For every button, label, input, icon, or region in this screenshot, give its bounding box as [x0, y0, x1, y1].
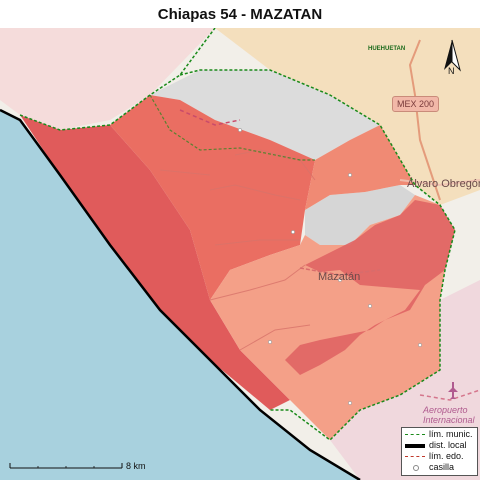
casilla-points: [238, 128, 422, 405]
legend-label: lím. munic.: [429, 429, 473, 439]
north-label: N: [448, 66, 455, 76]
airport-label-line2: Internacional: [423, 415, 475, 425]
place-label-mazatan: Mazatán: [318, 271, 361, 283]
airport-icon: [448, 382, 458, 399]
north-arrow-icon: [444, 39, 461, 72]
internal-borders: [159, 149, 316, 351]
village-label: HUEHUETAN: [368, 46, 406, 52]
white-dot-icon: [413, 465, 419, 471]
district-core: [285, 200, 455, 375]
neighbor-region-tan: [215, 28, 480, 205]
red-dashed-line-icon: [405, 456, 425, 457]
legend-item-munic: lím. munic.: [402, 429, 477, 440]
district-west-inland: [110, 95, 315, 300]
legend-label: casilla: [429, 462, 455, 472]
district-north-central: [305, 125, 415, 210]
legend-item-edo: lím. edo.: [402, 451, 477, 462]
black-thick-line-icon: [405, 444, 425, 448]
scale-bar: [9, 463, 123, 469]
district-coastal-strip: [20, 115, 290, 410]
ocean: [0, 110, 360, 480]
legend-item-dist: dist. local: [402, 440, 477, 451]
municipal-border: [19, 28, 456, 441]
place-label-alvaro: Álvaro Obregón: [407, 178, 480, 190]
map-legend: lím. munic. dist. local lím. edo. casill…: [401, 427, 478, 476]
legend-label: dist. local: [429, 440, 467, 450]
district-boundary-line: [0, 108, 361, 480]
municipal-border-inner: [149, 94, 315, 161]
legend-label: lím. edo.: [429, 451, 464, 461]
green-dashed-line-icon: [405, 434, 425, 435]
roads: [179, 39, 480, 401]
legend-item-casilla: casilla: [402, 462, 477, 473]
scale-label: 8 km: [126, 461, 146, 471]
airport-label-line1: Aeropuerto: [423, 405, 468, 415]
urban-area-grey: [305, 185, 415, 245]
map-title: Chiapas 54 - MAZATAN: [157, 6, 323, 23]
neighbor-region-pink-west: [0, 28, 215, 130]
road-shield: MEX 200: [392, 96, 440, 112]
